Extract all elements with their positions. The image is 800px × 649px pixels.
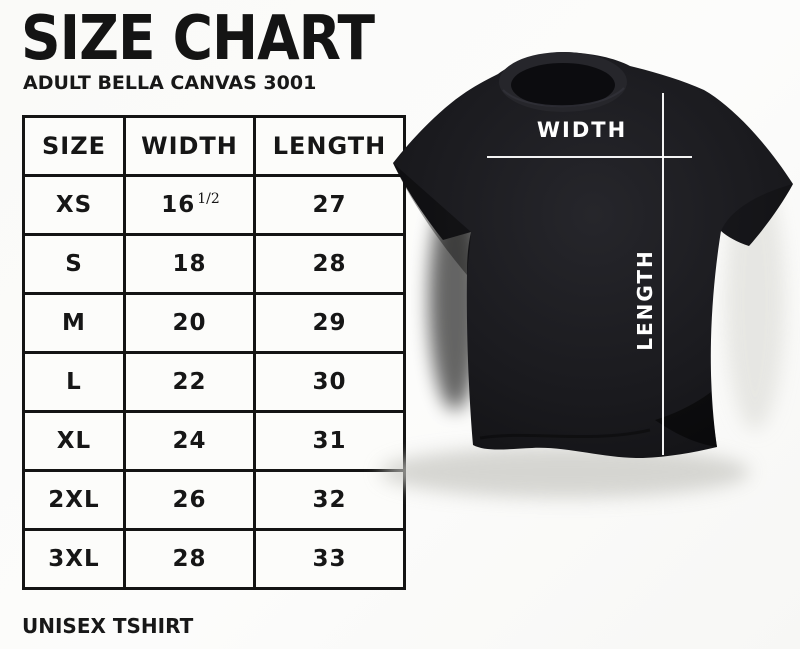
size-table: SIZE WIDTH LENGTH XS 16 1/2 27 S 18 28 M 20 29 L 22… <box>22 115 406 590</box>
width-cell: 24 <box>123 410 256 472</box>
shirt-shadow-right <box>725 170 785 430</box>
length-cell: 27 <box>253 174 406 236</box>
size-cell: S <box>22 233 126 295</box>
length-measure-line <box>662 93 664 455</box>
hem-wrinkle <box>479 428 651 440</box>
size-cell: XL <box>22 410 126 472</box>
width-cell: 26 <box>123 469 256 531</box>
width-measure-line <box>487 156 692 158</box>
collar-outer <box>499 52 627 112</box>
collar-seam <box>502 87 625 108</box>
size-cell: XS <box>22 174 126 236</box>
table-row: XL 24 31 <box>22 410 406 472</box>
table-row: 2XL 26 32 <box>22 469 406 531</box>
column-header-width: WIDTH <box>123 115 256 177</box>
table-row: 3XL 28 33 <box>22 528 406 590</box>
hem-fold-shade <box>655 392 717 447</box>
table-header-row: SIZE WIDTH LENGTH <box>22 115 406 177</box>
page-title: SIZE CHART <box>21 2 375 74</box>
column-header-length: LENGTH <box>253 115 406 177</box>
size-cell: 3XL <box>22 528 126 590</box>
width-cell: 20 <box>123 292 256 354</box>
shirt-shadow-left <box>429 190 481 410</box>
size-cell: M <box>22 292 126 354</box>
size-cell: 2XL <box>22 469 126 531</box>
width-cell: 18 <box>123 233 256 295</box>
width-fraction: 1/2 <box>197 191 220 207</box>
column-header-size: SIZE <box>22 115 126 177</box>
width-label: WIDTH <box>536 118 628 142</box>
tshirt-silhouette <box>393 52 793 459</box>
length-cell: 31 <box>253 410 406 472</box>
length-cell: 33 <box>253 528 406 590</box>
collar-opening <box>511 63 615 107</box>
table-row: XS 16 1/2 27 <box>22 174 406 236</box>
length-label: LENGTH <box>633 249 657 351</box>
length-cell: 29 <box>253 292 406 354</box>
width-cell: 22 <box>123 351 256 413</box>
right-sleeve-shade <box>721 184 793 246</box>
width-cell: 28 <box>123 528 256 590</box>
width-cell: 16 1/2 <box>123 174 256 236</box>
length-cell: 30 <box>253 351 406 413</box>
subtitle: ADULT BELLA CANVAS 3001 <box>23 72 317 94</box>
table-row: S 18 28 <box>22 233 406 295</box>
length-cell: 28 <box>253 233 406 295</box>
footer-note: UNISEX TSHIRT <box>22 614 194 638</box>
table-row: L 22 30 <box>22 351 406 413</box>
table-row: M 20 29 <box>22 292 406 354</box>
shirt-shadow <box>380 446 750 498</box>
length-cell: 32 <box>253 469 406 531</box>
size-cell: L <box>22 351 126 413</box>
